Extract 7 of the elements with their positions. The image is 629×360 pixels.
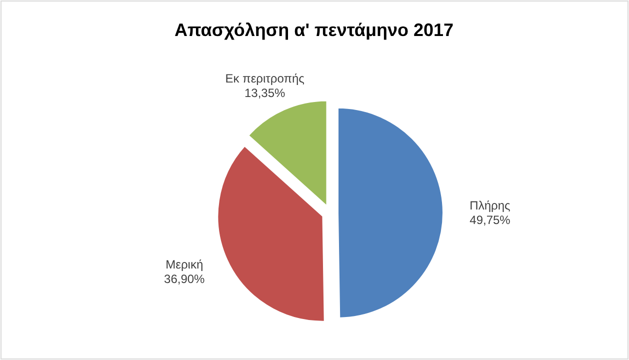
data-label: 13,35% <box>244 86 286 100</box>
chart-title: Απασχόληση α' πεντάμηνο 2017 <box>174 20 454 40</box>
data-label: 36,90% <box>164 272 206 286</box>
slice-label: Εκ περιτροπής <box>225 72 305 86</box>
data-label: 49,75% <box>470 212 511 227</box>
slice-label: Μερική <box>166 258 204 272</box>
slice-label: Πλήρης <box>470 198 511 212</box>
